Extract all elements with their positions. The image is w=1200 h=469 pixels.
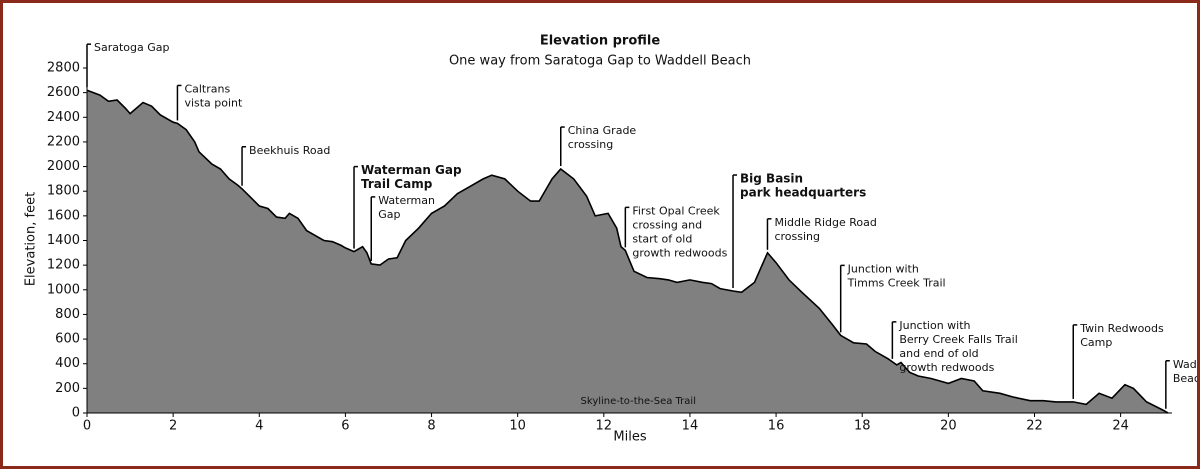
annotation-label: Trail Camp [361, 177, 433, 191]
annotation-label: Waterman [378, 194, 435, 207]
annotation-label: growth redwoods [899, 361, 994, 374]
area-label: Skyline-to-the-Sea Trail [581, 396, 696, 407]
elevation-line [86, 89, 1169, 414]
x-tick-label: 0 [83, 419, 91, 434]
y-tick-label: 2200 [47, 134, 80, 149]
annotation-label: crossing [568, 138, 614, 151]
annotation-label: Gap [378, 208, 400, 221]
x-tick-label: 2 [169, 419, 177, 434]
y-tick-label: 2600 [47, 85, 80, 100]
annotation-label: growth redwoods [632, 246, 727, 259]
y-tick-label: 600 [55, 332, 80, 347]
x-tick-label: 12 [596, 419, 613, 434]
y-tick-label: 1000 [47, 282, 80, 297]
x-tick-label: 10 [509, 419, 526, 434]
x-tick-label: 18 [854, 419, 871, 434]
annotation-label: vista point [184, 96, 243, 109]
annotation-label: park headquarters [740, 186, 866, 200]
x-tick-label: 4 [255, 419, 263, 434]
x-tick-label: 24 [1112, 419, 1129, 434]
annotation-label: Middle Ridge Road [774, 216, 876, 229]
annotation-label: Twin Redwoods [1079, 322, 1164, 335]
annotation-label: crossing [774, 230, 820, 243]
annotation-label: Caltrans [184, 82, 230, 95]
annotation-label: Beekhuis Road [249, 144, 330, 157]
y-tick-label: 1200 [47, 258, 80, 273]
annotation-label: Waterman Gap [361, 163, 462, 177]
y-tick-label: 0 [72, 406, 80, 421]
y-tick-label: 200 [55, 381, 80, 396]
x-tick-label: 6 [341, 419, 349, 434]
annotation-label: Timms Creek Trail [847, 276, 946, 289]
x-tick-label: 14 [682, 419, 699, 434]
y-tick-label: 2800 [47, 61, 80, 76]
annotation-label: Junction with [898, 319, 970, 332]
x-axis-label: Miles [613, 430, 646, 445]
annotation-label: Saratoga Gap [94, 41, 170, 54]
annotation-label: Camp [1080, 336, 1112, 349]
y-axis-label: Elevation, feet [24, 192, 39, 286]
y-tick-label: 800 [55, 307, 80, 322]
chart-subtitle: One way from Saratoga Gap to Waddell Bea… [449, 54, 751, 69]
annotation-label: Big Basin [740, 172, 803, 186]
y-tick-label: 1600 [47, 208, 80, 223]
x-tick-label: 20 [940, 419, 957, 434]
annotation-label: Berry Creek Falls Trail [899, 333, 1017, 346]
annotation-label: Junction with [847, 262, 919, 275]
annotation-label: First Opal Creek [632, 204, 720, 217]
y-tick-label: 2400 [47, 110, 80, 125]
elevation-area [87, 90, 1168, 413]
x-tick-label: 22 [1026, 419, 1043, 434]
x-tick-label: 16 [768, 419, 785, 434]
annotation-label: China Grade [568, 124, 637, 137]
chart: Elevation profile One way from Saratoga … [24, 34, 1198, 445]
y-tick-label: 1400 [47, 233, 80, 248]
annotation-label: Waddell [1173, 358, 1197, 371]
x-tick-label: 8 [427, 419, 435, 434]
annotation-label: Beach [1173, 372, 1197, 385]
annotation-label: start of old [632, 232, 692, 245]
y-tick-label: 400 [55, 356, 80, 371]
annotation-label: and end of old [899, 347, 978, 360]
chart-title: Elevation profile [540, 34, 661, 49]
y-tick-label: 2000 [47, 159, 80, 174]
y-tick-label: 1800 [47, 184, 80, 199]
annotation-label: crossing and [632, 218, 702, 231]
